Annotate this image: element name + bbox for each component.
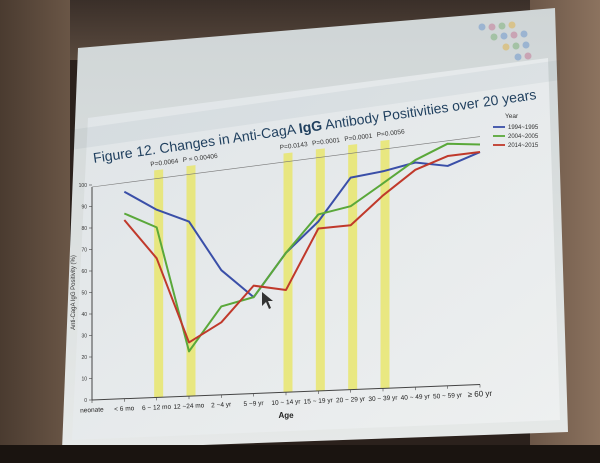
p-value-band — [348, 144, 358, 390]
left-wall — [0, 0, 70, 463]
x-tick-label: neonate — [80, 406, 104, 414]
y-tick-label: 70 — [81, 248, 87, 254]
y-axis-label: Anti-CagA IgG Positivity (%) — [71, 255, 77, 330]
x-tick-label: < 6 mo — [114, 405, 135, 413]
y-tick-label: 0 — [84, 398, 87, 404]
x-tick-label: 2 ~4 yr — [211, 401, 232, 409]
p-value-band — [315, 148, 325, 391]
x-tick-label: 5 ~9 yr — [243, 400, 264, 408]
x-tick-label: 12 ~24 mo — [173, 402, 205, 411]
title-bold: IgG — [297, 117, 324, 137]
p-value-band — [186, 165, 196, 397]
series-line-1994~1995 — [123, 151, 481, 299]
decor-dots — [478, 21, 532, 61]
p-value-label: P=0.0001 — [312, 137, 341, 147]
legend-entry: 2014~2015 — [508, 143, 539, 149]
y-tick-label: 90 — [81, 205, 87, 211]
x-tick-label: 6 ~ 12 mo — [142, 404, 172, 413]
floor — [0, 445, 600, 463]
y-tick-label: 60 — [81, 269, 87, 275]
plot-top-border — [91, 136, 481, 188]
p-value-label: P=0.0056 — [376, 128, 405, 138]
p-value-band — [283, 152, 293, 393]
y-tick-label: 80 — [81, 226, 87, 232]
x-tick-label: ≥ 60 yr — [467, 389, 492, 399]
x-tick-label: 50 ~ 59 yr — [433, 392, 463, 401]
x-tick-label: 30 ~ 39 yr — [368, 395, 398, 404]
x-tick-label: 20 ~ 29 yr — [336, 396, 366, 405]
legend-title: Year — [505, 113, 519, 120]
x-tick-label: 15 ~ 19 yr — [304, 397, 334, 406]
x-axis-label: Age — [278, 411, 294, 420]
p-value-label: P=0.0001 — [344, 133, 373, 143]
y-tick-label: 40 — [81, 312, 87, 318]
y-tick-label: 30 — [81, 334, 87, 340]
slide-header-band — [70, 60, 560, 150]
y-tick-label: 100 — [79, 183, 88, 189]
p-value-label: P = 0.00406 — [182, 153, 218, 164]
p-value-label: P=0.0143 — [279, 141, 308, 151]
x-tick-label: 10 ~ 14 yr — [271, 398, 301, 407]
x-tick-label: 40 ~ 49 yr — [401, 393, 431, 402]
y-tick-label: 50 — [81, 291, 87, 297]
p-value-band — [154, 169, 164, 398]
p-value-label: P=0.0064 — [150, 158, 179, 168]
y-tick-label: 20 — [81, 355, 87, 361]
y-tick-label: 10 — [81, 377, 87, 383]
p-value-band — [380, 139, 390, 389]
mouse-cursor — [262, 292, 273, 309]
legend-entry: 1994~1995 — [508, 125, 539, 131]
legend-entry: 2004~2005 — [508, 134, 539, 140]
series-line-2014~2015 — [123, 151, 481, 344]
